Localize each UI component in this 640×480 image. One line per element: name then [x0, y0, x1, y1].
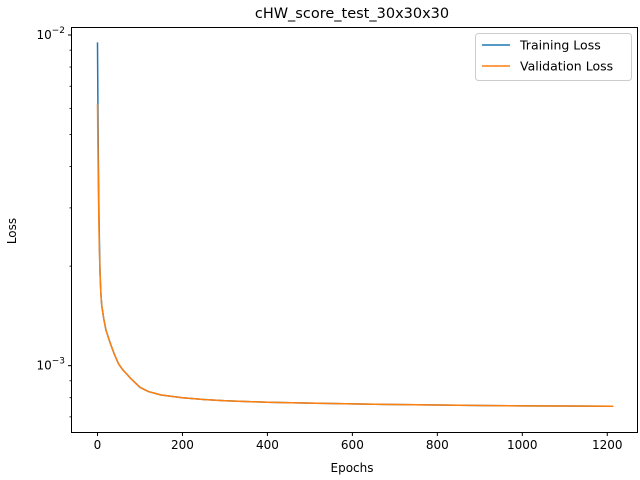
plot-frame [71, 27, 638, 433]
legend-box [475, 33, 632, 81]
y-axis-ticks: 10−3 10−2 [36, 26, 72, 418]
x-tick-label: 1200 [592, 438, 623, 452]
x-tick-label: 200 [171, 438, 194, 452]
legend-label-validation-loss: Validation Loss [520, 59, 613, 74]
x-axis-ticks: 0 200 400 600 800 1000 1200 [94, 432, 623, 452]
x-tick-label: 600 [341, 438, 364, 452]
y-tick-label: 10−2 [36, 26, 65, 42]
series-layer [96, 42, 614, 407]
x-axis-label: Epochs [331, 461, 374, 475]
x-tick-label: 800 [426, 438, 449, 452]
series-line-validation-loss [96, 103, 614, 407]
legend: Training Loss Validation Loss [475, 33, 632, 81]
x-tick-label: 0 [94, 438, 102, 452]
x-tick-label: 400 [256, 438, 279, 452]
y-axis-label: Loss [5, 218, 19, 244]
y-tick-label: 10−3 [36, 357, 65, 373]
legend-label-training-loss: Training Loss [519, 38, 601, 53]
chart-title: cHW_score_test_30x30x30 [255, 6, 449, 22]
x-tick-label: 1000 [507, 438, 538, 452]
